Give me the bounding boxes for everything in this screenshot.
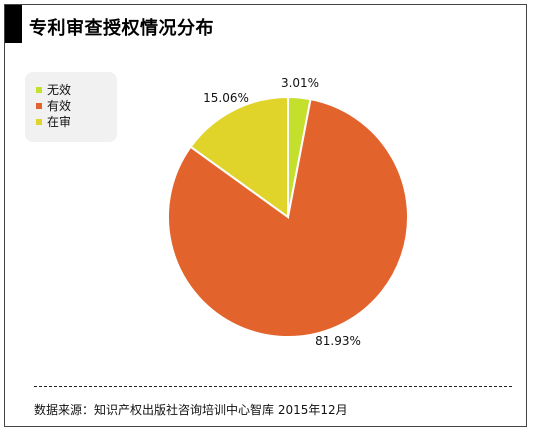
legend-label-pending: 在审 (47, 115, 72, 129)
chart-title: 专利审查授权情况分布 (29, 18, 214, 39)
source-note: 数据来源：知识产权出版社咨询培训中心智库 2015年12月 (34, 403, 348, 417)
legend-label-invalid: 无效 (47, 83, 72, 97)
data-label-pending: 15.06% (203, 91, 249, 105)
title-accent-bar (5, 5, 22, 43)
data-label-valid: 81.93% (315, 334, 361, 348)
legend-label-valid: 有效 (47, 99, 72, 113)
legend-swatch-valid (36, 102, 42, 109)
data-label-invalid: 3.01% (281, 76, 319, 90)
legend-item-invalid: 无效 (36, 82, 71, 97)
chart-legend: 无效 有效 在审 (25, 72, 117, 142)
legend-item-valid: 有效 (36, 98, 71, 113)
pie-slice-pending (189, 95, 289, 219)
legend-swatch-invalid (36, 86, 42, 93)
legend-swatch-pending (36, 118, 42, 125)
chart-frame: 专利审查授权情况分布 无效 有效 在审 3.01% 81.93% 15.06% … (4, 4, 527, 427)
legend-item-pending: 在审 (36, 114, 71, 129)
footer-divider (34, 386, 512, 387)
pie-chart: 3.01% 81.93% 15.06% (167, 76, 409, 348)
